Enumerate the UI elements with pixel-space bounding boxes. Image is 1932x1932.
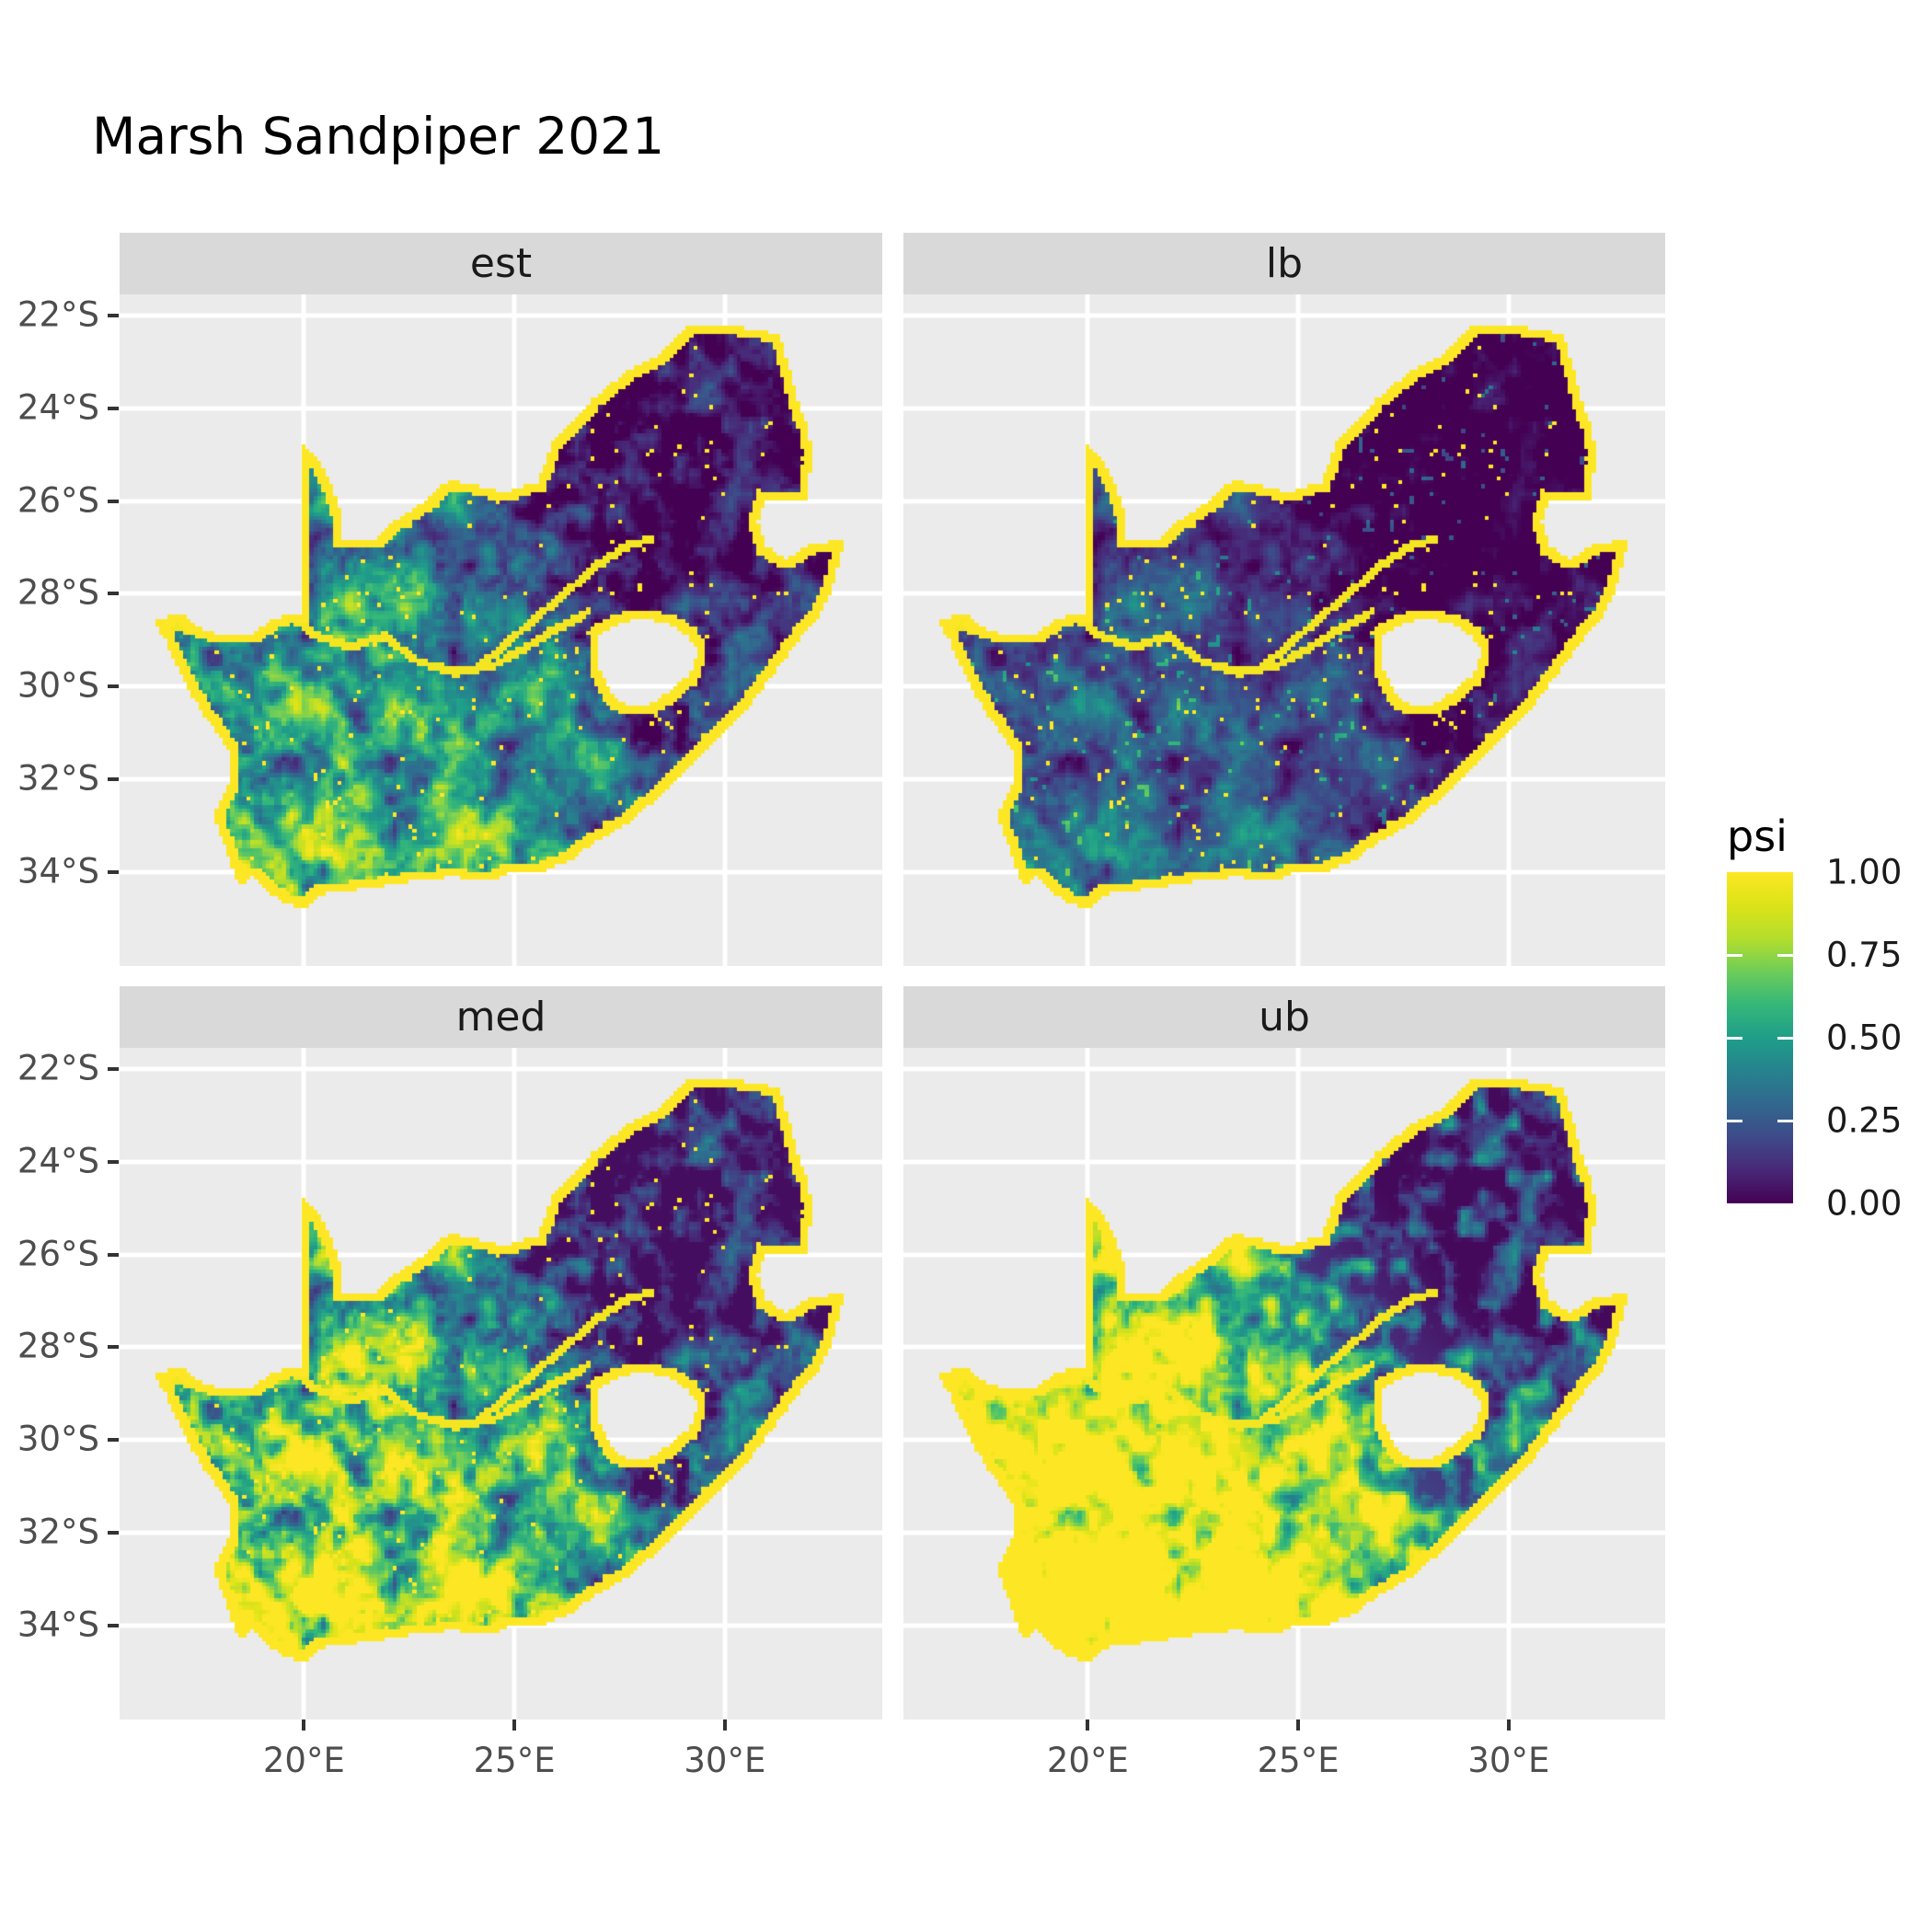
y-axis-tick-label: 26°S (17, 1234, 99, 1274)
y-axis-tick-label: 34°S (17, 1604, 99, 1645)
colorbar-tick (1777, 1036, 1793, 1040)
y-axis-tick-mark (108, 1066, 119, 1071)
y-axis-tick-label: 24°S (17, 387, 99, 428)
legend-tick-label: 0.75 (1826, 935, 1903, 975)
y-axis-tick-label: 32°S (17, 758, 99, 799)
y-axis-tick-label: 28°S (17, 1327, 99, 1367)
map-canvas-ub (903, 1048, 1665, 1719)
y-axis-tick-label: 26°S (17, 480, 99, 521)
facet-strip-label-ub: ub (1259, 994, 1310, 1041)
facet-strip-ub: ub (903, 986, 1665, 1048)
x-axis-tick-label: 25°E (473, 1741, 556, 1780)
y-axis-tick-label: 32°S (17, 1512, 99, 1552)
y-axis-tick-mark (108, 406, 119, 410)
colorbar-tick (1777, 1119, 1793, 1122)
x-axis-tick-label: 30°E (1467, 1741, 1550, 1780)
y-axis-tick-label: 28°S (17, 573, 99, 614)
map-canvas-est (120, 294, 882, 966)
y-axis-tick-mark (108, 870, 119, 875)
y-axis-tick-label: 22°S (17, 294, 99, 335)
legend-tick-label: 0.50 (1826, 1018, 1903, 1058)
y-axis-tick-mark (108, 777, 119, 782)
x-axis-tick-mark (1086, 1719, 1090, 1731)
legend-title: psi (1727, 811, 1788, 861)
facet-strip-lb: lb (903, 233, 1665, 294)
y-axis-tick-mark (108, 1159, 119, 1164)
x-axis-tick-label: 30°E (684, 1741, 766, 1780)
y-axis-tick-mark (108, 1531, 119, 1535)
colorbar-tick (1727, 1119, 1742, 1122)
y-axis-tick-mark (108, 1345, 119, 1350)
map-canvas-med (120, 1048, 882, 1719)
facet-panel-med (120, 1048, 882, 1719)
y-axis-tick-label: 30°S (17, 665, 99, 706)
y-axis-tick-mark (108, 1438, 119, 1443)
facet-strip-label-est: est (469, 240, 533, 287)
x-axis-tick-mark (722, 1719, 727, 1731)
legend-tick-label: 1.00 (1826, 852, 1903, 892)
x-axis-tick-label: 20°E (1046, 1741, 1129, 1780)
colorbar-tick (1727, 953, 1742, 957)
facet-strip-est: est (120, 233, 882, 294)
y-axis-tick-label: 22°S (17, 1048, 99, 1088)
facet-panel-est (120, 294, 882, 966)
colorbar-tick (1727, 1036, 1742, 1040)
y-axis-tick-mark (108, 1252, 119, 1257)
plot-title: Marsh Sandpiper 2021 (92, 107, 665, 166)
legend-tick-label: 0.00 (1826, 1183, 1903, 1224)
map-canvas-lb (903, 294, 1665, 966)
y-axis-tick-label: 24°S (17, 1141, 99, 1181)
facet-strip-med: med (120, 986, 882, 1048)
legend-tick-label: 0.25 (1826, 1100, 1903, 1141)
y-axis-tick-mark (108, 313, 119, 317)
x-axis-tick-mark (302, 1719, 306, 1731)
x-axis-tick-mark (512, 1719, 517, 1731)
y-axis-tick-mark (108, 1624, 119, 1628)
y-axis-tick-label: 30°S (17, 1419, 99, 1459)
facet-panel-ub (903, 1048, 1665, 1719)
y-axis-tick-mark (108, 499, 119, 503)
facet-strip-label-med: med (455, 994, 546, 1041)
x-axis-tick-mark (1506, 1719, 1511, 1731)
y-axis-tick-mark (108, 592, 119, 596)
y-axis-tick-label: 34°S (17, 851, 99, 891)
y-axis-tick-mark (108, 684, 119, 689)
colorbar-tick (1777, 953, 1793, 957)
facet-strip-label-lb: lb (1265, 240, 1304, 287)
x-axis-tick-label: 25°E (1257, 1741, 1340, 1780)
x-axis-tick-mark (1296, 1719, 1301, 1731)
facet-panel-lb (903, 294, 1665, 966)
x-axis-tick-label: 20°E (262, 1741, 345, 1780)
